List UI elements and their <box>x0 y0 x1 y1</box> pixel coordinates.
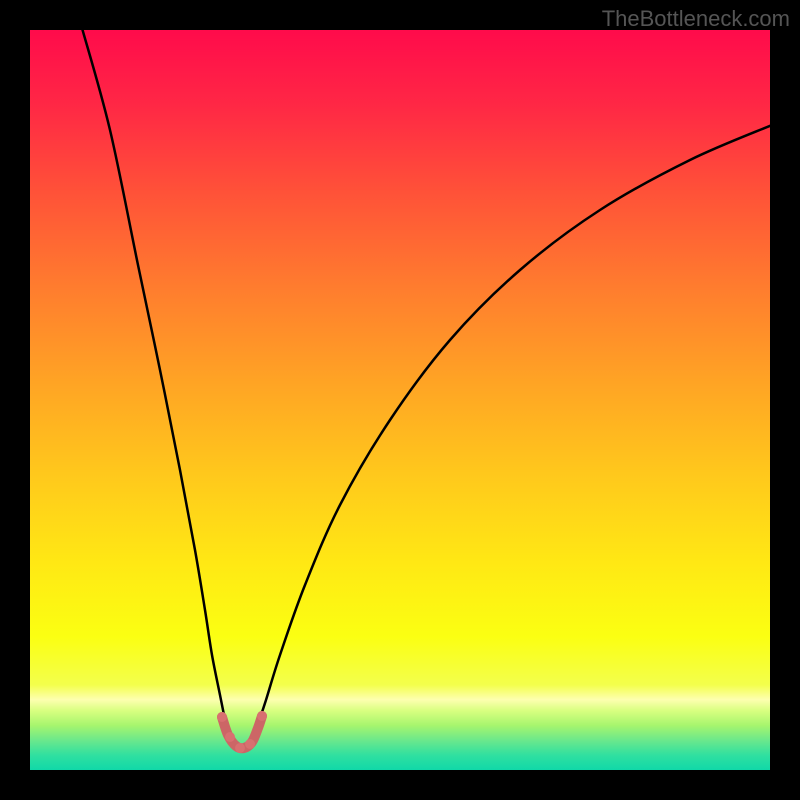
valley-dot <box>245 739 255 749</box>
valley-dot <box>217 712 227 722</box>
right-curve <box>260 125 770 718</box>
left-curve <box>82 30 225 720</box>
plot-area <box>30 30 770 770</box>
valley-dot <box>257 711 267 721</box>
valley-dot <box>235 743 245 753</box>
curve-layer <box>30 30 770 770</box>
watermark-text: TheBottleneck.com <box>602 6 790 32</box>
valley-dot <box>225 732 235 742</box>
chart-frame: TheBottleneck.com <box>0 0 800 800</box>
